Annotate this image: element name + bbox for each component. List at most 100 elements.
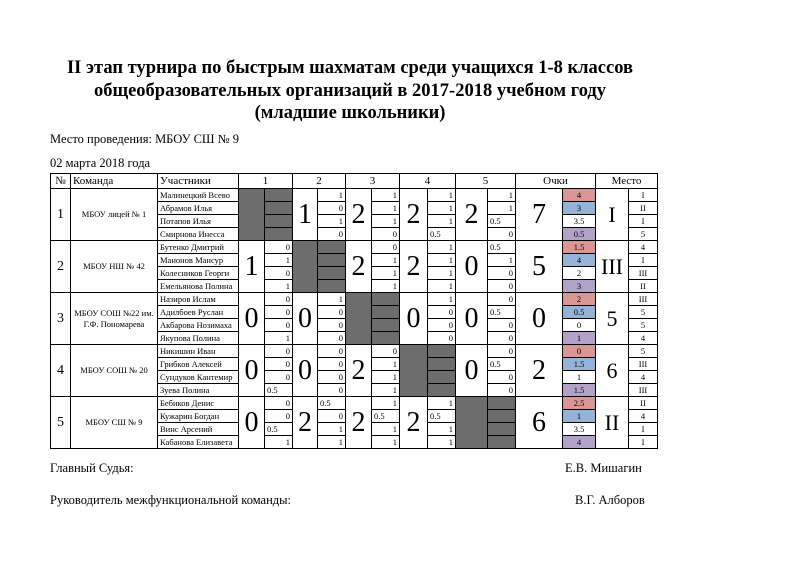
game-player-score: 0 [317, 370, 346, 384]
team-place: 6 [595, 344, 629, 397]
table-row: Кужарин Богдан 0 0 0.5 0.5 1 4 [51, 409, 658, 423]
game-player-score: 1 [371, 396, 400, 410]
game-total: 0 [455, 240, 488, 293]
self-game-score-cell [371, 305, 400, 319]
header-num: № [50, 173, 71, 189]
game-player-score: 0.5 [487, 305, 516, 319]
game-player-score: 0 [317, 344, 346, 358]
player-place: III [628, 292, 658, 306]
header-game-2: 2 [292, 173, 346, 189]
self-game-score-cell [371, 292, 400, 306]
game-player-score: 1 [371, 357, 400, 371]
player-points: 1 [562, 370, 596, 384]
player-points: 4 [562, 188, 596, 202]
game-player-score: 1 [371, 435, 400, 449]
player-name: Кабанова Елизавета [157, 435, 239, 449]
game-player-score: 0 [427, 318, 456, 332]
table-row: Манонов Мансур 1 1 1 1 4 I [51, 253, 658, 267]
player-points: 0 [562, 344, 596, 358]
table-row: Грибков Алексей 0 0 1 0.5 1.5 III [51, 357, 658, 371]
game-total: 0 [455, 292, 488, 345]
player-points: 1 [562, 409, 596, 423]
game-player-score: 1 [427, 279, 456, 293]
game-player-score: 1 [317, 292, 346, 306]
game-player-score: 1 [427, 188, 456, 202]
player-place: I [628, 422, 658, 436]
player-place: II [628, 201, 658, 215]
player-name: Кужарин Богдан [157, 409, 239, 423]
game-player-score: 0 [264, 305, 293, 319]
player-points: 1.5 [562, 357, 596, 371]
title-line-1: II этап турнира по быстрым шахматам сред… [66, 58, 633, 78]
game-player-score: 1 [371, 201, 400, 215]
player-place: II [628, 396, 658, 410]
player-name: Бебиков Денис [157, 396, 239, 410]
game-player-score: 0 [487, 370, 516, 384]
self-game-score-cell [264, 227, 293, 241]
player-place: III [628, 357, 658, 371]
header-game-3: 3 [345, 173, 400, 189]
game-total: 0 [399, 292, 428, 345]
team-name: МБОУ лицей № 1 [70, 188, 158, 241]
player-place: 4 [628, 240, 658, 254]
game-player-score: 0.5 [427, 227, 456, 241]
player-name: Емельянова Полина [157, 279, 239, 293]
player-name: Потапов Илья [157, 214, 239, 228]
game-player-score: 1 [487, 201, 516, 215]
player-place: 4 [628, 409, 658, 423]
player-name: Абрамов Илья [157, 201, 239, 215]
team-place: 5 [595, 292, 629, 345]
head-name: В.Г. Алборов [575, 493, 645, 507]
player-points: 2.5 [562, 396, 596, 410]
self-game-score-cell [427, 357, 456, 371]
game-player-score: 1 [317, 214, 346, 228]
game-player-score: 1 [427, 240, 456, 254]
game-player-score: 0 [317, 227, 346, 241]
game-player-score: 0 [264, 318, 293, 332]
team-name: МБОУ СОШ № 20 [70, 344, 158, 397]
team-place: II [595, 396, 629, 449]
game-player-score: 1 [487, 253, 516, 267]
table-row: 2 МБОУ НШ № 42 Бутенко Дмитрий 1 0 2 0 2 1 0 0.5 5 1… [50, 240, 658, 293]
player-name: Бутенко Дмитрий [157, 240, 239, 254]
header-game-4: 4 [399, 173, 456, 189]
game-player-score: 0.5 [487, 240, 516, 254]
game-player-score: 1 [317, 188, 346, 202]
game-player-score: 0 [487, 344, 516, 358]
game-player-score: 0 [264, 370, 293, 384]
player-place: II [628, 279, 658, 293]
self-game-score-cell [317, 266, 346, 280]
game-total: 1 [238, 240, 265, 293]
team-number: 5 [50, 396, 71, 449]
player-place: I [628, 253, 658, 267]
game-player-score: 0 [264, 344, 293, 358]
game-total: 2 [292, 396, 318, 449]
self-game-score-cell [264, 188, 293, 202]
game-player-score: 0 [487, 292, 516, 306]
game-player-score: 0.5 [264, 422, 293, 436]
player-points: 4 [562, 253, 596, 267]
player-points: 2 [562, 292, 596, 306]
player-place: 5 [628, 305, 658, 319]
game-total: 0 [238, 396, 265, 449]
player-points: 4 [562, 435, 596, 449]
game-player-score: 0 [487, 227, 516, 241]
game-total: 2 [455, 188, 488, 241]
game-player-score: 1 [371, 214, 400, 228]
self-game-score-cell [427, 383, 456, 397]
game-player-score: 1 [264, 435, 293, 449]
game-player-score: 0 [487, 383, 516, 397]
self-game-score-cell [487, 396, 516, 410]
game-player-score: 0 [487, 266, 516, 280]
game-player-score: 0 [317, 201, 346, 215]
self-game-score-cell [317, 240, 346, 254]
table-row: 4 МБОУ СОШ № 20 Никишин Иван 0 0 0 0 2 0 0 0 2 0 6 5 [50, 344, 658, 397]
player-points: 1 [562, 331, 596, 345]
self-game-cell [345, 292, 372, 345]
game-player-score: 1 [427, 435, 456, 449]
game-player-score: 0 [264, 396, 293, 410]
game-player-score: 0 [371, 344, 400, 358]
self-game-score-cell [427, 370, 456, 384]
self-game-score-cell [317, 253, 346, 267]
